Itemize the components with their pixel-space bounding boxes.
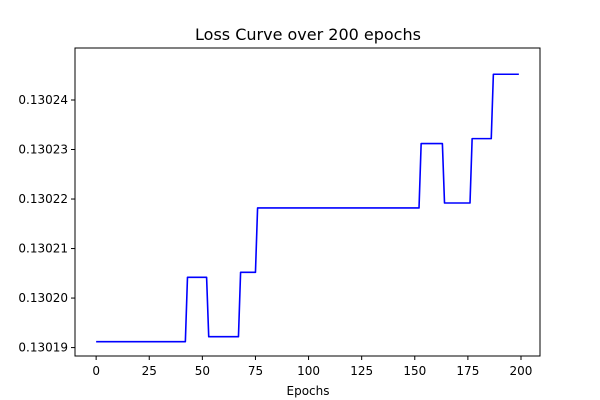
plot-frame [74,47,541,357]
x-tick-label: 100 [297,364,320,378]
series-layer [96,73,519,343]
x-tick-label: 125 [350,364,373,378]
chart-title: Loss Curve over 200 epochs [195,25,421,44]
x-tick-label: 150 [403,364,426,378]
y-tick-label: 0.13020 [18,291,68,305]
x-tick-label: 50 [195,364,210,378]
series-line [96,73,519,343]
x-tick-label: 175 [456,364,479,378]
y-tick-label: 0.13021 [18,242,68,256]
y-tick-label: 0.13022 [18,192,68,206]
y-tick-label: 0.13023 [18,143,68,157]
x-tick-label: 0 [92,364,100,378]
x-tick-label: 25 [142,364,157,378]
y-tick-label: 0.13024 [18,93,68,107]
x-axis: 0 25 50 75 100 125 150 175 200 [92,356,532,378]
x-tick-label: 75 [248,364,263,378]
y-tick-label: 0.13019 [18,341,68,355]
x-axis-label: Epochs [287,384,330,398]
x-tick-label: 200 [510,364,533,378]
y-axis: 0.13019 0.13020 0.13021 0.13022 0.13023 0.130… [18,93,75,355]
